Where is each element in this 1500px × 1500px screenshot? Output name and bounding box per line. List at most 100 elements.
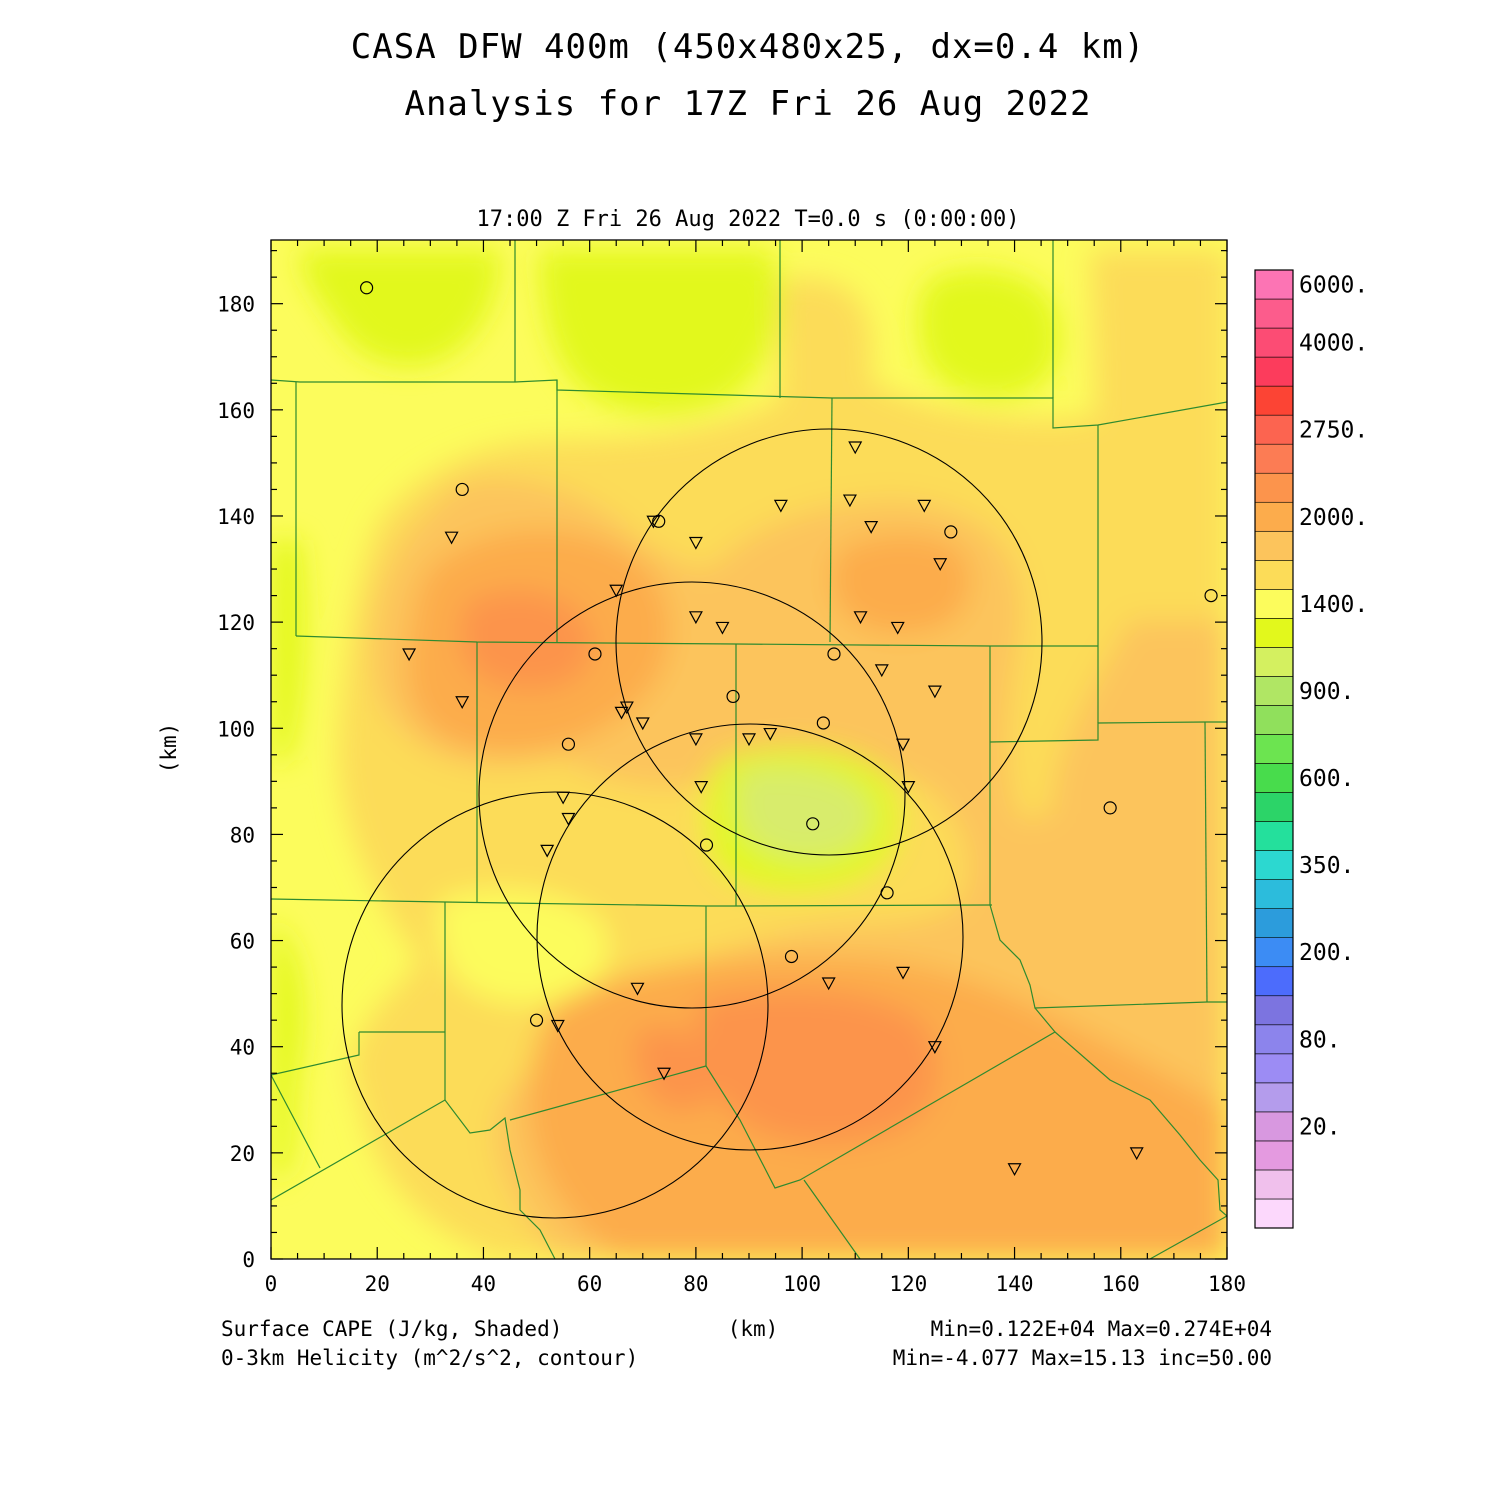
station-circle-marker <box>1204 588 1218 603</box>
colorbar-swatch <box>1254 269 1294 300</box>
station-triangle-marker <box>1007 1163 1022 1177</box>
station-triangle-marker <box>773 499 788 513</box>
x-tick-label: 180 <box>1208 1272 1246 1296</box>
y-tick-label: 160 <box>217 399 255 423</box>
colorbar-swatch <box>1254 356 1294 387</box>
x-tick-label: 100 <box>783 1272 821 1296</box>
colorbar-swatch <box>1254 734 1294 764</box>
colorbar-swatch <box>1254 676 1294 706</box>
station-triangle-marker <box>741 733 757 747</box>
colorbar-swatch <box>1254 560 1294 590</box>
station-circle-marker <box>784 949 799 964</box>
colorbar-swatch <box>1254 1082 1294 1113</box>
colorbar-swatch <box>1254 821 1294 851</box>
colorbar-swatch <box>1254 589 1294 619</box>
colorbar-label: 2000. <box>1299 505 1368 531</box>
colorbar-swatch <box>1254 995 1294 1026</box>
colorbar-label: 600. <box>1299 766 1354 792</box>
county-boundaries <box>271 240 1227 1259</box>
station-circle-marker <box>726 689 740 704</box>
colorbar-swatch <box>1254 850 1294 880</box>
x-tick-label: 120 <box>889 1272 927 1296</box>
colorbar-swatch <box>1254 908 1294 938</box>
station-triangle-marker <box>715 621 730 635</box>
y-tick-label: 100 <box>217 717 255 741</box>
station-triangle-marker <box>556 791 571 805</box>
cape-region-2500-ne <box>831 535 970 634</box>
colorbar-label: 4000. <box>1299 331 1368 357</box>
cape-region-1600-nw <box>300 250 500 366</box>
colorbar-swatch <box>1254 298 1294 329</box>
station-triangle-marker <box>561 812 576 826</box>
colorbar-label: 200. <box>1299 940 1354 966</box>
station-circle-marker <box>816 716 830 730</box>
colorbar-swatch <box>1254 1111 1294 1142</box>
station-triangle-marker <box>927 685 942 699</box>
colorbar-swatch <box>1254 1053 1294 1084</box>
colorbar-swatch <box>1254 501 1294 532</box>
radar-ring <box>478 581 906 1009</box>
cape-region-2750-south <box>696 989 938 1144</box>
station-circle-marker <box>561 737 576 751</box>
axis-ticks <box>270 240 1228 1260</box>
colorbar-swatch <box>1254 937 1294 968</box>
station-circle-marker <box>944 525 958 539</box>
station-triangle-marker <box>933 558 948 571</box>
x-tick-label: 20 <box>365 1272 390 1296</box>
field1-stats: Min=0.122E+04 Max=0.274E+04 <box>931 1317 1272 1341</box>
station-triangle-marker <box>864 520 879 534</box>
colorbar-swatch <box>1254 530 1294 561</box>
station-triangle-marker <box>853 611 868 625</box>
station-triangle-marker <box>455 696 470 709</box>
station-triangle-marker <box>821 977 836 991</box>
x-tick-label: 60 <box>577 1272 602 1296</box>
y-tick-label: 20 <box>230 1142 255 1166</box>
station-triangle-marker <box>927 1041 942 1054</box>
colorbar-swatch <box>1254 792 1294 822</box>
field2-label: 0-3km Helicity (m^2/s^2, contour) <box>221 1346 638 1370</box>
field1-label: Surface CAPE (J/kg, Shaded) <box>221 1317 562 1341</box>
colorbar: 6000. 4000. 2750. 2000. 1400. 900. 600. 350. 200… <box>1254 269 1368 1229</box>
y-tick-label: 140 <box>217 505 255 529</box>
cape-region-1400-center <box>735 766 873 861</box>
station-triangle-marker <box>614 706 629 720</box>
x-tick-label: 80 <box>683 1272 708 1296</box>
colorbar-label: 900. <box>1299 679 1354 705</box>
colorbar-swatch <box>1254 327 1294 358</box>
y-tick-label: 120 <box>217 611 255 635</box>
figure-title: CASA DFW 400m (450x480x25, dx=0.4 km) <box>351 27 1145 67</box>
colorbar-label: 6000. <box>1299 273 1368 299</box>
station-triangle-marker <box>694 781 709 794</box>
station-triangle-marker <box>550 1019 565 1033</box>
station-triangle-marker <box>688 611 703 625</box>
station-triangle-marker <box>874 664 889 678</box>
y-tick-label: 0 <box>242 1248 255 1272</box>
radar-rings <box>341 428 1043 1219</box>
station-circle-marker <box>880 886 894 900</box>
colorbar-swatch <box>1254 472 1294 503</box>
cape-region-2750-sw <box>635 1027 720 1111</box>
colorbar-swatch <box>1254 1198 1294 1229</box>
station-triangle-marker <box>444 531 459 545</box>
station-triangle-marker <box>402 648 417 662</box>
station-triangle-marker <box>646 515 661 529</box>
colorbar-swatch <box>1254 966 1294 997</box>
colorbar-swatch <box>1254 385 1294 416</box>
cape-region-east <box>1090 250 1227 600</box>
station-circle-marker <box>652 514 666 528</box>
x-tick-label: 140 <box>996 1272 1034 1296</box>
y-tick-label: 60 <box>230 930 255 954</box>
colorbar-label: 2750. <box>1299 418 1368 444</box>
colorbar-swatch <box>1254 647 1294 677</box>
station-triangle-marker <box>688 733 703 747</box>
station-triangle-marker <box>842 494 857 508</box>
station-triangle-marker <box>657 1067 672 1081</box>
colorbar-swatch <box>1254 443 1294 474</box>
station-triangle-marker <box>540 844 555 858</box>
station-triangle-marker <box>917 499 932 513</box>
y-tick-label: 80 <box>230 823 255 847</box>
station-triangle-marker <box>848 441 863 455</box>
cape-region-2750 <box>460 590 592 690</box>
cape-region-1800-sw <box>438 889 608 1004</box>
